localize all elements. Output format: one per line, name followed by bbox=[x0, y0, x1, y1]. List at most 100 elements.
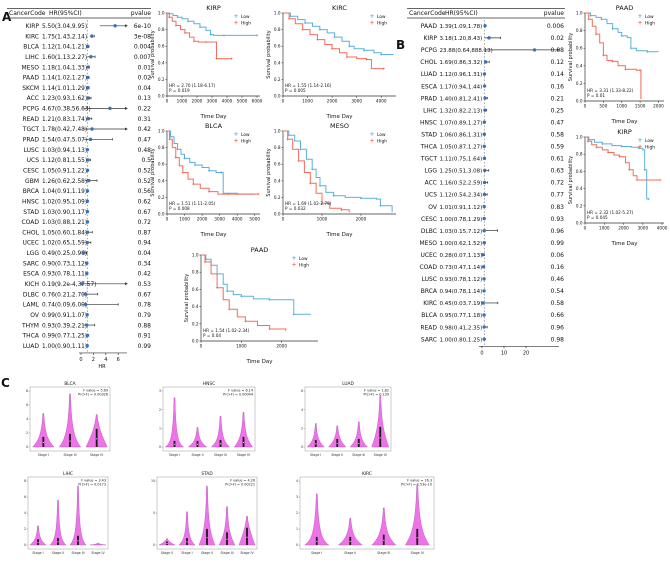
hr-dot bbox=[84, 261, 89, 265]
svg-text:Stage III: Stage III bbox=[214, 453, 227, 457]
svg-text:0.6: 0.6 bbox=[576, 46, 583, 51]
svg-text:BLCA: BLCA bbox=[64, 381, 75, 387]
svg-text:P = 0.04: P = 0.04 bbox=[203, 333, 221, 338]
svg-text:0: 0 bbox=[296, 543, 298, 547]
svg-text:0.006: 0.006 bbox=[547, 23, 564, 30]
hr-dot bbox=[482, 144, 487, 148]
svg-text:20: 20 bbox=[523, 350, 529, 356]
svg-text:+: + bbox=[291, 262, 296, 269]
svg-text:KIRP: KIRP bbox=[424, 35, 438, 42]
svg-text:Stage II: Stage II bbox=[344, 551, 356, 555]
svg-text:KIRC: KIRC bbox=[362, 471, 372, 477]
svg-text:Stage IV: Stage IV bbox=[90, 453, 104, 457]
hr-dot bbox=[482, 204, 486, 209]
svg-text:1000: 1000 bbox=[317, 217, 328, 222]
svg-text:HR(95%CI): HR(95%CI) bbox=[445, 10, 478, 17]
svg-text:+: + bbox=[233, 20, 238, 27]
svg-text:CancerCode: CancerCode bbox=[9, 10, 46, 17]
svg-text:500: 500 bbox=[599, 104, 607, 109]
svg-text:1000: 1000 bbox=[177, 99, 188, 104]
svg-text:UCEC: UCEC bbox=[22, 240, 39, 247]
svg-text:pvalue: pvalue bbox=[131, 10, 152, 17]
svg-text:1000: 1000 bbox=[616, 104, 627, 109]
svg-text:4000: 4000 bbox=[657, 226, 668, 231]
svg-text:1000: 1000 bbox=[236, 344, 247, 349]
svg-text:Stage 0: Stage 0 bbox=[161, 551, 173, 555]
svg-text:HR: HR bbox=[98, 364, 106, 370]
svg-text:PAAD: PAAD bbox=[421, 23, 438, 30]
svg-text:Stage II: Stage II bbox=[191, 453, 203, 457]
svg-text:BLCA: BLCA bbox=[205, 122, 223, 130]
svg-text:LGG: LGG bbox=[424, 168, 437, 175]
svg-text:+: + bbox=[291, 255, 296, 262]
forest-row: MESO 1.00(0.62,1.52) 0.99 bbox=[420, 240, 565, 247]
svg-text:LIHC: LIHC bbox=[63, 471, 73, 477]
svg-text:LIHC: LIHC bbox=[423, 107, 437, 114]
svg-text:1.14(1.02,1.27): 1.14(1.02,1.27) bbox=[42, 76, 87, 82]
svg-text:0.8: 0.8 bbox=[158, 145, 165, 150]
km-plot-blca-panel-a: BLCA 0.0 0.2 0.4 0.6 0.8 1.0 0 1000 2000 3000 4000 5… bbox=[148, 122, 264, 239]
hr-dot bbox=[482, 120, 487, 124]
violin bbox=[158, 538, 176, 546]
km-curve-low bbox=[585, 136, 649, 200]
svg-text:1.02(0.65,1.59): 1.02(0.65,1.59) bbox=[42, 241, 87, 247]
violin-plot-2: HNSC 0 1 2 3 F value = 6.14 Pr(>F) = 0.00044 St… bbox=[153, 380, 257, 464]
forest-row: OV 0.99(0.91,1.07) 0.79 bbox=[30, 312, 151, 319]
svg-text:P = 0.01: P = 0.01 bbox=[587, 93, 605, 98]
svg-text:0.93(0.78,1.12): 0.93(0.78,1.12) bbox=[440, 277, 483, 283]
hr-dot bbox=[85, 220, 90, 224]
svg-text:0.76(0.21,2.70): 0.76(0.21,2.70) bbox=[42, 292, 87, 298]
svg-text:Pr(>F) = 0.0173: Pr(>F) = 0.0173 bbox=[78, 483, 106, 487]
hr-dot bbox=[482, 180, 487, 185]
svg-text:0.93: 0.93 bbox=[551, 216, 565, 223]
svg-text:Stage III: Stage III bbox=[63, 453, 76, 457]
svg-text:1.02(0.95,1.09): 1.02(0.95,1.09) bbox=[42, 199, 87, 205]
svg-text:STAD: STAD bbox=[421, 131, 437, 138]
svg-text:READ: READ bbox=[420, 324, 437, 331]
km-curve-low bbox=[283, 12, 394, 55]
svg-text:Survival probability: Survival probability bbox=[266, 30, 272, 78]
svg-text:1.12(0.81,1.55): 1.12(0.81,1.55) bbox=[42, 158, 87, 164]
hr-dot bbox=[482, 132, 487, 136]
hr-dot bbox=[86, 65, 91, 69]
hr-dot bbox=[85, 189, 90, 193]
forest-row: LIHC 1.32(0.82,2.13) 0.25 bbox=[423, 107, 564, 114]
svg-text:LUSC: LUSC bbox=[24, 147, 39, 154]
forest-row: PRAD 1.40(0.81,2.41) 0.21 bbox=[421, 95, 564, 102]
svg-text:+: + bbox=[233, 131, 238, 138]
violin-plot-6: KIRC 0 1 2 3 4 F value = 16.3 Pr(>F) = 2.53e-10… bbox=[290, 470, 436, 562]
svg-text:1.01(0.91,1.12): 1.01(0.91,1.12) bbox=[440, 205, 483, 211]
svg-text:0.45(0.03,7.19): 0.45(0.03,7.19) bbox=[440, 301, 483, 307]
forest-row: MESO 1.18(1.04,1.33) 0.01 bbox=[22, 64, 152, 71]
panel-b-label: B bbox=[396, 38, 406, 52]
hr-dot bbox=[90, 34, 94, 38]
svg-text:Low: Low bbox=[645, 14, 654, 20]
svg-text:Stage III: Stage III bbox=[220, 551, 233, 555]
forest-row: PCPG 4.67(0.38,56.63) 0.22 bbox=[23, 106, 151, 113]
svg-text:1.04(0.91,1.19): 1.04(0.91,1.19) bbox=[42, 189, 87, 195]
violin-plot-5: STAD 0 5 10 F value = 4.26 Pr(>F) = 0.00221 St… bbox=[147, 470, 259, 562]
violin bbox=[218, 506, 236, 546]
km-plot-kirc-panel-a: KIRC 0.0 0.2 0.4 0.6 0.8 1.0 0 1000 2000 3000 4000 T… bbox=[264, 4, 400, 121]
svg-text:1.03(0.15,7.12): 1.03(0.15,7.12) bbox=[440, 229, 483, 235]
svg-text:0.6: 0.6 bbox=[274, 44, 281, 49]
svg-text:1.60(1.13,2.27): 1.60(1.13,2.27) bbox=[42, 55, 87, 61]
svg-text:0.21: 0.21 bbox=[551, 95, 565, 102]
svg-text:0: 0 bbox=[166, 99, 169, 104]
svg-text:1.00(0.80,1.25): 1.00(0.80,1.25) bbox=[440, 337, 483, 343]
hr-dot bbox=[85, 344, 89, 348]
svg-text:OV: OV bbox=[30, 312, 40, 319]
svg-text:1.25(0.51,3.08): 1.25(0.51,3.08) bbox=[440, 169, 483, 175]
svg-text:1000: 1000 bbox=[302, 99, 313, 104]
svg-text:1.07(0.89,1.27): 1.07(0.89,1.27) bbox=[440, 120, 483, 126]
svg-text:Stage III: Stage III bbox=[352, 453, 365, 457]
hr-dot bbox=[89, 55, 93, 59]
forest-row: STAD 1.06(0.86,1.31) 0.58 bbox=[421, 131, 564, 138]
hr-dot bbox=[482, 325, 486, 329]
svg-text:1.39(1.09,1.78): 1.39(1.09,1.78) bbox=[440, 24, 483, 30]
panel-c-label: C bbox=[1, 376, 10, 390]
hr-dot bbox=[482, 228, 486, 233]
svg-text:PRAD: PRAD bbox=[23, 137, 40, 144]
svg-text:KIRP: KIRP bbox=[617, 128, 632, 136]
hr-dot bbox=[86, 96, 91, 100]
